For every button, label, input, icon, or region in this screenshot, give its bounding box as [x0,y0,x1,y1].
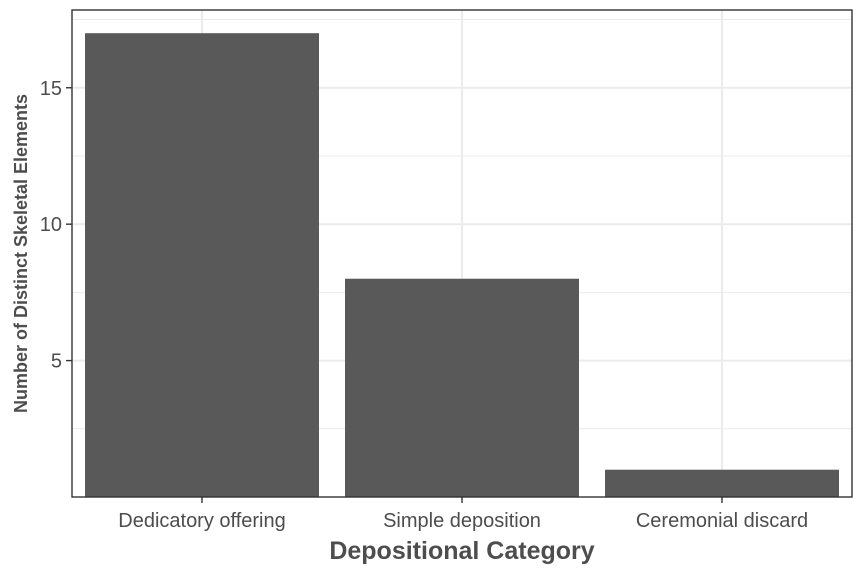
y-tick-label: 10 [40,214,62,236]
axis-ticks [66,87,723,503]
y-tick-label: 15 [40,78,62,100]
x-axis-title: Depositional Category [329,537,594,565]
bars [85,33,839,497]
x-tick-label: Ceremonial discard [636,510,808,532]
y-axis-title: Number of Distinct Skeletal Elements [11,94,31,413]
bar [605,469,839,497]
x-tick-label: Dedicatory offering [118,510,286,532]
bar [85,33,319,497]
x-tick-label: Simple deposition [383,510,541,532]
bar [345,278,579,497]
tick-labels: 5 10 15 Dedicatory offering Simple depositio… [40,78,808,532]
y-tick-label: 5 [51,351,62,373]
